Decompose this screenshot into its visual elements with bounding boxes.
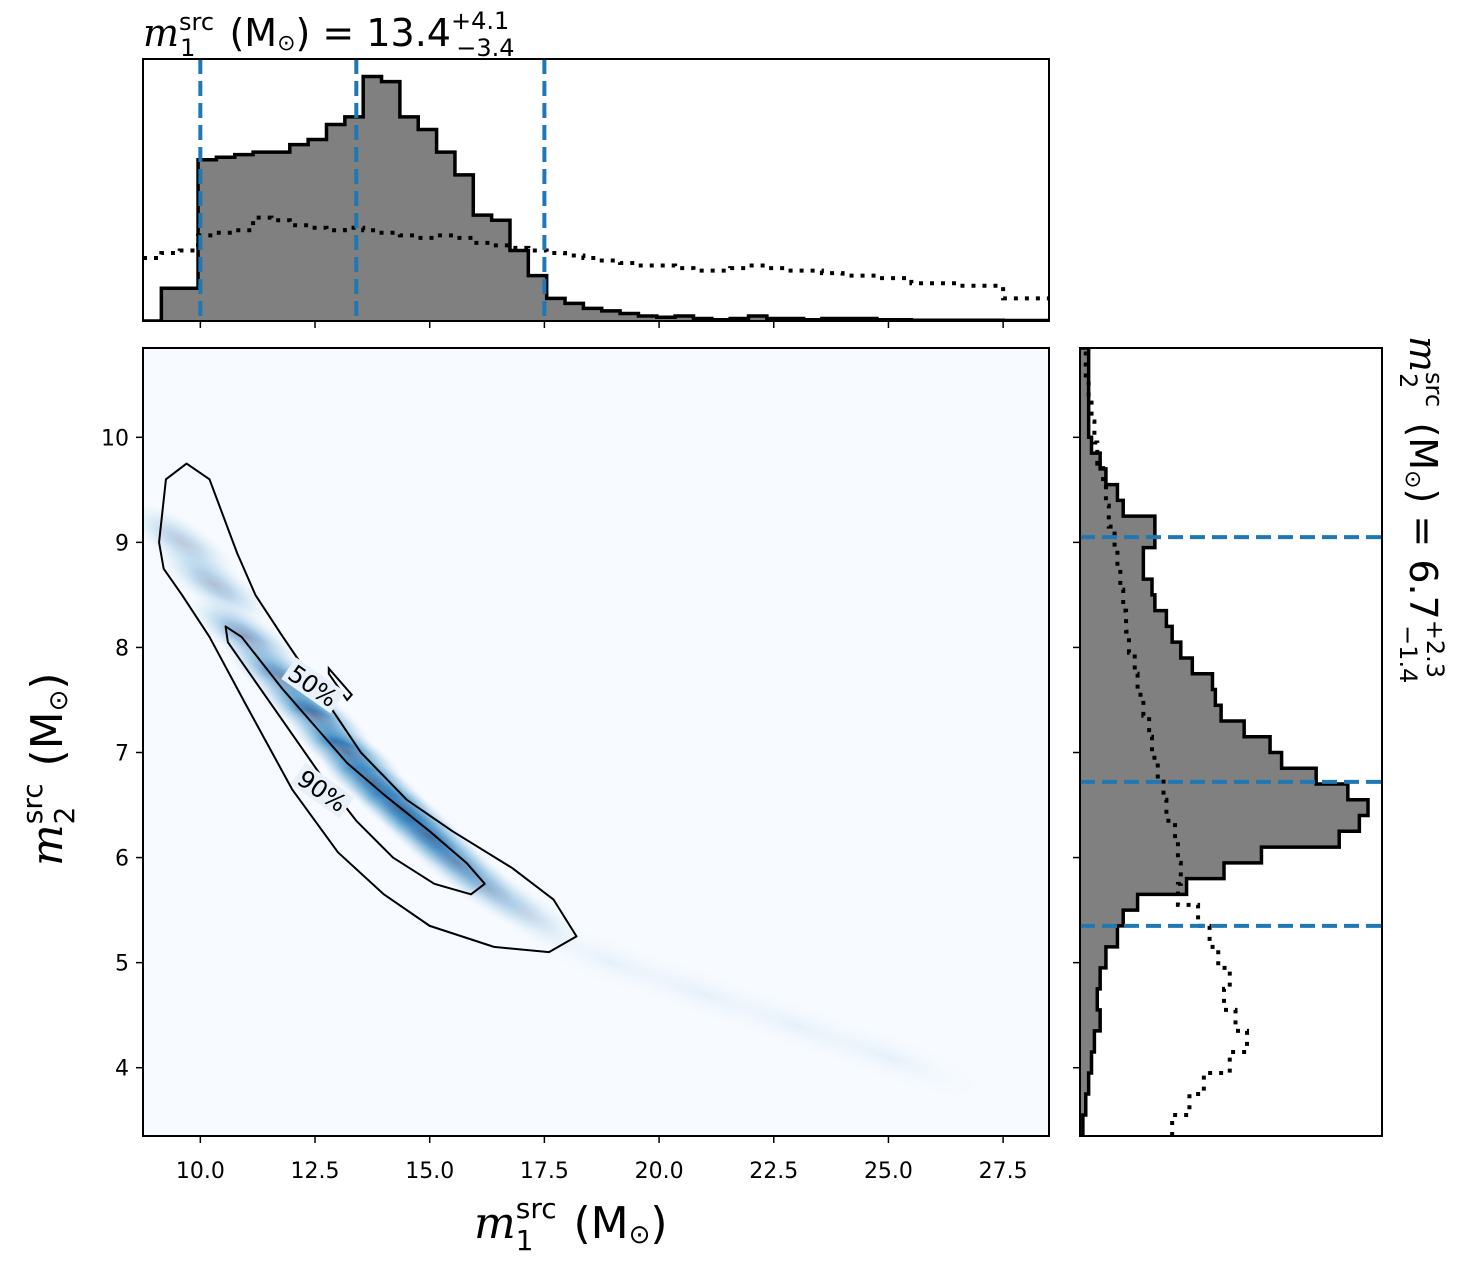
m1-posterior-fill — [143, 76, 1049, 321]
y-tick-label-0: 4 — [115, 1057, 129, 1082]
m2-prior-line — [1083, 348, 1250, 1136]
m2-posterior-outline — [1080, 348, 1370, 1136]
x-tick-label-4: 20.0 — [635, 1159, 684, 1184]
contour-50-island — [327, 665, 354, 702]
joint-panel-frame — [142, 347, 1050, 1137]
m1-marginal-frame — [142, 58, 1050, 322]
x-tick-label-0: 10.0 — [176, 1159, 225, 1184]
density-cell-1 — [153, 541, 275, 628]
contour-label-bg-0 — [281, 657, 346, 714]
contour-label-bg-1 — [290, 762, 355, 819]
m1-posterior-outline — [143, 74, 1049, 321]
m2-marginal-panel — [1073, 347, 1383, 1137]
x-axis-label: msrc 1 (M⊙) — [474, 1192, 668, 1257]
contour-50 — [224, 625, 486, 896]
joint-posterior-panel: 50%90% 10.0 12.5 15.0 17.5 20.0 22.5 25.0 27.54… — [101, 347, 1050, 1184]
contour-90 — [158, 462, 578, 954]
heatmap-background — [143, 348, 1049, 1136]
y-tick-label-1: 5 — [115, 952, 129, 977]
y-tick-label-5: 9 — [115, 531, 129, 556]
m1-marginal-panel — [142, 58, 1050, 328]
density-tail-3 — [784, 1012, 993, 1103]
y-tick-label-4: 8 — [115, 636, 129, 661]
x-tick-label-6: 25.0 — [864, 1159, 913, 1184]
y-axis-label: msrc2 (M⊙) — [16, 672, 81, 866]
m2-summary-title: msrc2 (M⊙) = 6.7+2.3−1.4 — [1394, 336, 1449, 683]
m1-prior-line — [143, 215, 1049, 301]
x-tick-label-3: 17.5 — [520, 1159, 569, 1184]
x-tick-label-1: 12.5 — [291, 1159, 340, 1184]
y-tick-label-3: 7 — [115, 742, 129, 767]
x-tick-label-5: 22.5 — [749, 1159, 798, 1184]
y-tick-label-6: 10 — [101, 426, 129, 451]
x-tick-label-7: 27.5 — [979, 1159, 1028, 1184]
m2-posterior-fill — [1080, 348, 1368, 1136]
m2-marginal-frame — [1079, 347, 1383, 1137]
y-tick-label-2: 6 — [115, 847, 129, 872]
x-tick-label-2: 15.0 — [405, 1159, 454, 1184]
m1-summary-title: msrc 1 (M⊙) = 13.4+4.1 −3.4 — [143, 7, 515, 62]
